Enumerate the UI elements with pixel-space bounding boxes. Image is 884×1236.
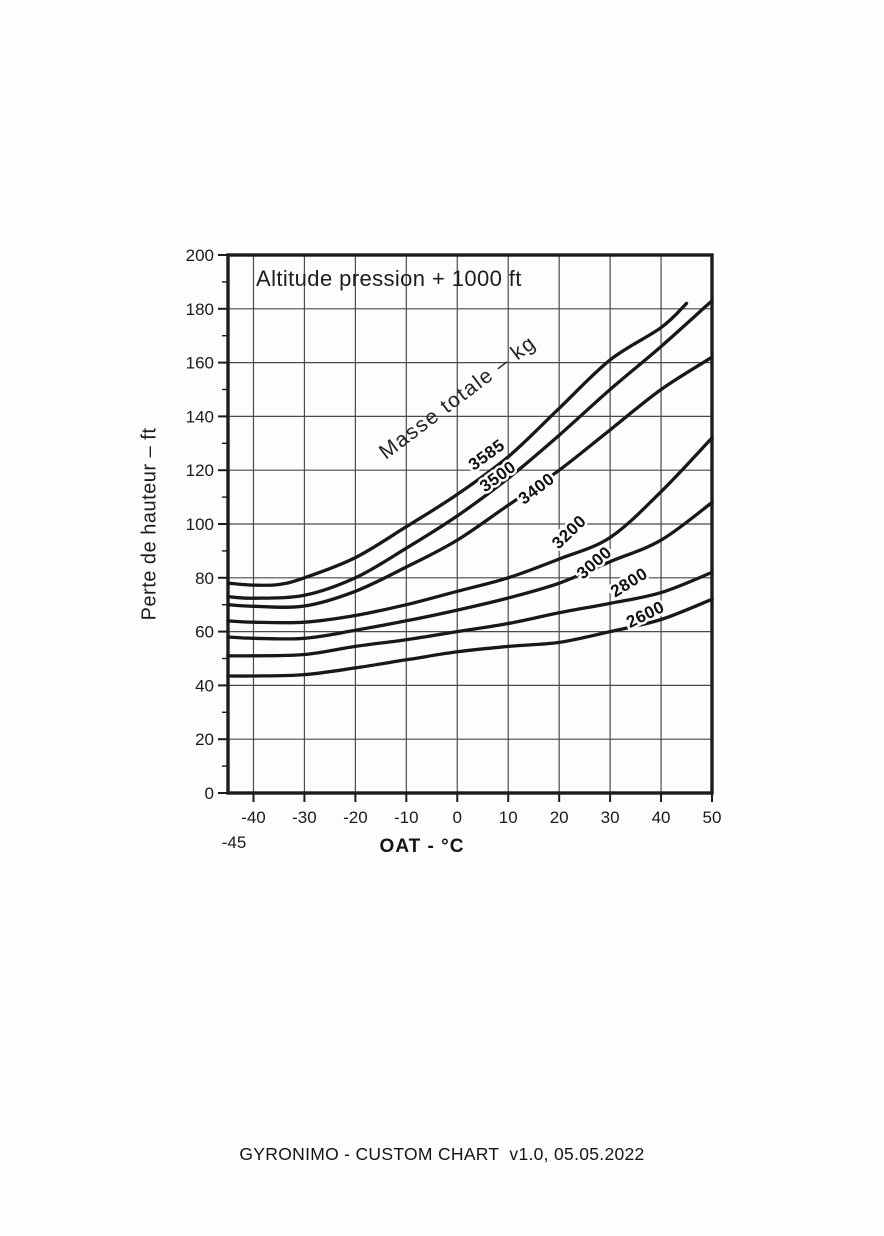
x-tick-label-20: 20 — [550, 808, 569, 827]
plot-border — [226, 253, 714, 795]
x-tick-label-50: 50 — [703, 808, 722, 827]
y-tick-label-120: 120 — [186, 461, 214, 480]
y-tick-label-60: 60 — [195, 623, 214, 642]
y-tick-label-200: 200 — [186, 246, 214, 265]
curve-3585 — [226, 301, 689, 587]
y-tick-label-0: 0 — [205, 784, 214, 803]
curve-2800 — [226, 570, 714, 658]
y-tick-label-100: 100 — [186, 515, 214, 534]
curve-3000 — [226, 500, 714, 641]
y-tick-label-20: 20 — [195, 730, 214, 749]
curve-3500 — [226, 299, 714, 600]
x-tick-label-40: 40 — [652, 808, 671, 827]
chart-title: Altitude pression + 1000 ft — [256, 266, 522, 291]
x-edge-tick-label: -45 — [222, 833, 247, 852]
x-tick-label--30: -30 — [292, 808, 317, 827]
x-axis-label: OAT - °C — [379, 836, 465, 857]
x-tick-label-30: 30 — [601, 808, 620, 827]
x-tick-label-0: 0 — [453, 808, 462, 827]
y-tick-label-140: 140 — [186, 407, 214, 426]
y-tick-label-180: 180 — [186, 300, 214, 319]
x-tick-label-10: 10 — [499, 808, 518, 827]
footer-text: GYRONIMO - CUSTOM CHART v1.0, 05.05.2022 — [239, 1144, 645, 1164]
curve-label-3200: 3200 — [548, 511, 590, 552]
y-axis-label: Perte de hauteur – ft — [138, 427, 161, 621]
curve-3400 — [226, 355, 714, 609]
y-tick-label-160: 160 — [186, 354, 214, 373]
x-tick-label--20: -20 — [343, 808, 368, 827]
x-tick-label--40: -40 — [241, 808, 266, 827]
y-tick-label-80: 80 — [195, 569, 214, 588]
y-tick-label-40: 40 — [195, 676, 214, 695]
x-tick-label--10: -10 — [394, 808, 419, 827]
curve-2600 — [226, 597, 714, 678]
curve-3200 — [226, 436, 714, 625]
